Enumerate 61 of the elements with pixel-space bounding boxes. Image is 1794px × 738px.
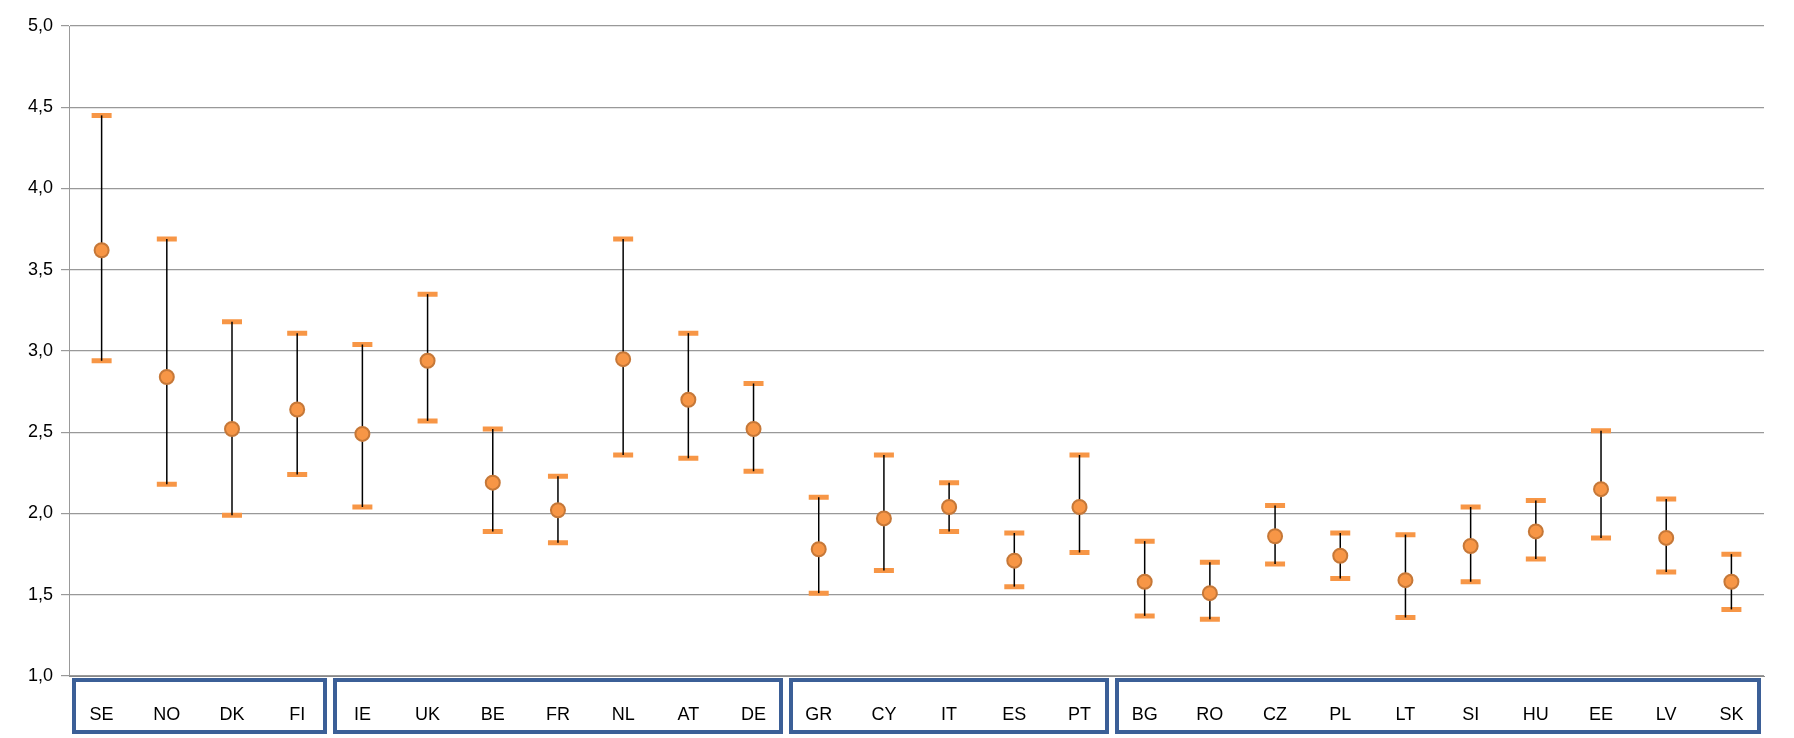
point [810, 541, 827, 558]
x-tick-label: CY [871, 703, 897, 724]
point [549, 502, 566, 519]
point [1397, 572, 1414, 589]
y-tick-label: 3,5 [27, 258, 54, 279]
y-tick-label: 2,5 [27, 421, 54, 442]
point [158, 369, 175, 385]
x-tick-label: LT [1395, 703, 1416, 724]
y-tick-label: 1,5 [27, 583, 54, 604]
x-tick-label: HU [1522, 703, 1549, 724]
y-tick-label: 3,0 [27, 339, 54, 360]
point [941, 499, 958, 515]
x-tick-label: CZ [1263, 703, 1288, 724]
y-tick-label: 1,0 [27, 664, 54, 685]
x-tick-label: PT [1067, 703, 1091, 724]
x-tick-label: PL [1329, 703, 1352, 724]
point [615, 351, 632, 368]
point [354, 425, 371, 442]
point [1136, 573, 1153, 590]
x-tick-label: SE [89, 703, 114, 724]
x-tick-label: DK [219, 703, 245, 724]
x-tick-label: DE [741, 703, 767, 724]
point [419, 352, 436, 369]
x-tick-label: IT [941, 703, 958, 724]
x-tick-label: NL [611, 703, 635, 724]
point [1723, 573, 1740, 590]
point [93, 242, 110, 259]
y-tick-label: 5,0 [27, 14, 54, 35]
x-tick-label: LV [1655, 703, 1677, 724]
x-tick-label: ES [1002, 703, 1027, 724]
x-tick-label: SK [1719, 703, 1744, 724]
point [484, 474, 501, 491]
point [1201, 585, 1218, 602]
x-tick-label: GR [805, 703, 833, 724]
x-tick-label: IE [353, 703, 371, 724]
point [1527, 523, 1544, 540]
point [1071, 499, 1088, 515]
point [875, 510, 892, 527]
x-tick-label: BG [1131, 703, 1158, 724]
x-tick-label: FR [545, 703, 570, 724]
point [1006, 552, 1023, 569]
y-tick-label: 4,0 [27, 177, 54, 198]
point [1332, 547, 1349, 564]
point [224, 421, 240, 437]
x-tick-label: UK [415, 703, 441, 724]
point [1593, 481, 1610, 498]
point [680, 391, 697, 408]
point [1658, 529, 1675, 546]
x-tick-label: AT [677, 703, 700, 724]
x-tick-label: SI [1462, 703, 1480, 724]
x-tick-label: BE [480, 703, 505, 724]
point [289, 401, 306, 418]
x-tick-label: FI [289, 703, 306, 724]
y-tick-label: 2,0 [27, 502, 54, 523]
point [1462, 538, 1479, 554]
x-tick-label: NO [153, 703, 181, 724]
y-tick-label: 4,5 [27, 96, 54, 117]
x-tick-label: RO [1196, 703, 1224, 724]
point [745, 421, 762, 437]
point [1267, 528, 1284, 545]
x-tick-label: EE [1589, 703, 1614, 724]
